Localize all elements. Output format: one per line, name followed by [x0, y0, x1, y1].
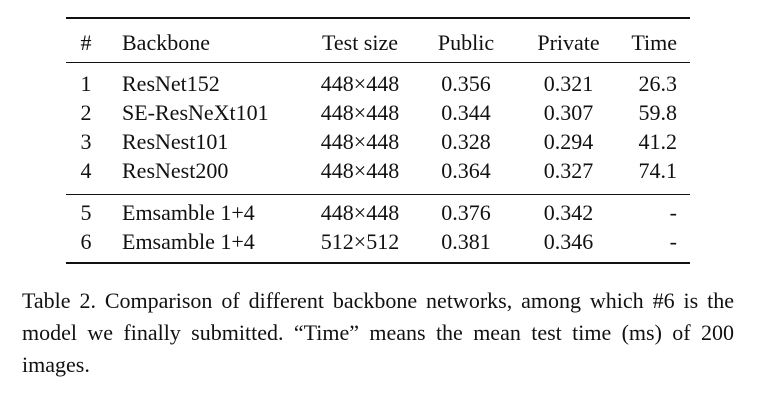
cell-public: 0.328: [441, 129, 491, 154]
cell-test-size: 448×448: [320, 158, 400, 183]
cell-test-size: 448×448: [320, 129, 400, 154]
cell-time: -: [669, 200, 677, 225]
cell-index: 5: [80, 200, 92, 225]
cell-time: -: [669, 229, 677, 254]
cell-private: 0.327: [543, 158, 594, 183]
table-row: 6 Emsamble 1+4 512×512 0.381 0.346 -: [66, 227, 690, 256]
table-caption: Table 2. Comparison of different backbon…: [22, 288, 734, 377]
header-index: #: [80, 30, 92, 55]
header-backbone: Backbone: [122, 30, 210, 55]
cell-private: 0.342: [543, 200, 594, 225]
cell-index: 1: [80, 71, 92, 96]
cell-test-size: 512×512: [320, 229, 400, 254]
cell-public: 0.344: [441, 100, 491, 125]
cell-index: 2: [80, 100, 92, 125]
cell-test-size: 448×448: [320, 200, 400, 225]
header-time: Time: [631, 30, 677, 55]
cell-index: 3: [80, 129, 92, 154]
cell-time: 74.1: [638, 158, 678, 183]
table-header-rule: [66, 62, 690, 63]
cell-private: 0.294: [543, 129, 594, 154]
cell-backbone: Emsamble 1+4: [122, 200, 255, 225]
cell-time: 41.2: [638, 129, 678, 154]
cell-backbone: ResNest200: [122, 158, 229, 183]
table-header-row: # Backbone Test size Public Private Time: [66, 28, 690, 57]
cell-public: 0.356: [441, 71, 491, 96]
cell-index: 4: [80, 158, 92, 183]
header-private: Private: [537, 30, 600, 55]
cell-time: 59.8: [638, 100, 678, 125]
table-row: 2 SE-ResNeXt101 448×448 0.344 0.307 59.8: [66, 98, 690, 127]
cell-test-size: 448×448: [320, 71, 400, 96]
cell-public: 0.376: [441, 200, 491, 225]
cell-public: 0.381: [441, 229, 491, 254]
cell-backbone: ResNet152: [122, 71, 220, 96]
cell-test-size: 448×448: [320, 100, 400, 125]
table-bottom-rule: [66, 262, 690, 264]
table-group-rule: [66, 194, 690, 195]
cell-backbone: ResNest101: [122, 129, 229, 154]
table-top-rule: [66, 17, 690, 19]
table-row: 3 ResNest101 448×448 0.328 0.294 41.2: [66, 127, 690, 156]
cell-private: 0.321: [543, 71, 594, 96]
cell-private: 0.307: [543, 100, 594, 125]
header-test-size: Test size: [321, 30, 399, 55]
cell-backbone: Emsamble 1+4: [122, 229, 255, 254]
cell-public: 0.364: [441, 158, 491, 183]
cell-private: 0.346: [543, 229, 594, 254]
cell-backbone: SE-ResNeXt101: [122, 100, 269, 125]
cell-time: 26.3: [638, 71, 678, 96]
table-row: 1 ResNet152 448×448 0.356 0.321 26.3: [66, 69, 690, 98]
header-public: Public: [437, 30, 495, 55]
cell-index: 6: [80, 229, 92, 254]
table-row: 4 ResNest200 448×448 0.364 0.327 74.1: [66, 156, 690, 185]
table-row: 5 Emsamble 1+4 448×448 0.376 0.342 -: [66, 198, 690, 227]
